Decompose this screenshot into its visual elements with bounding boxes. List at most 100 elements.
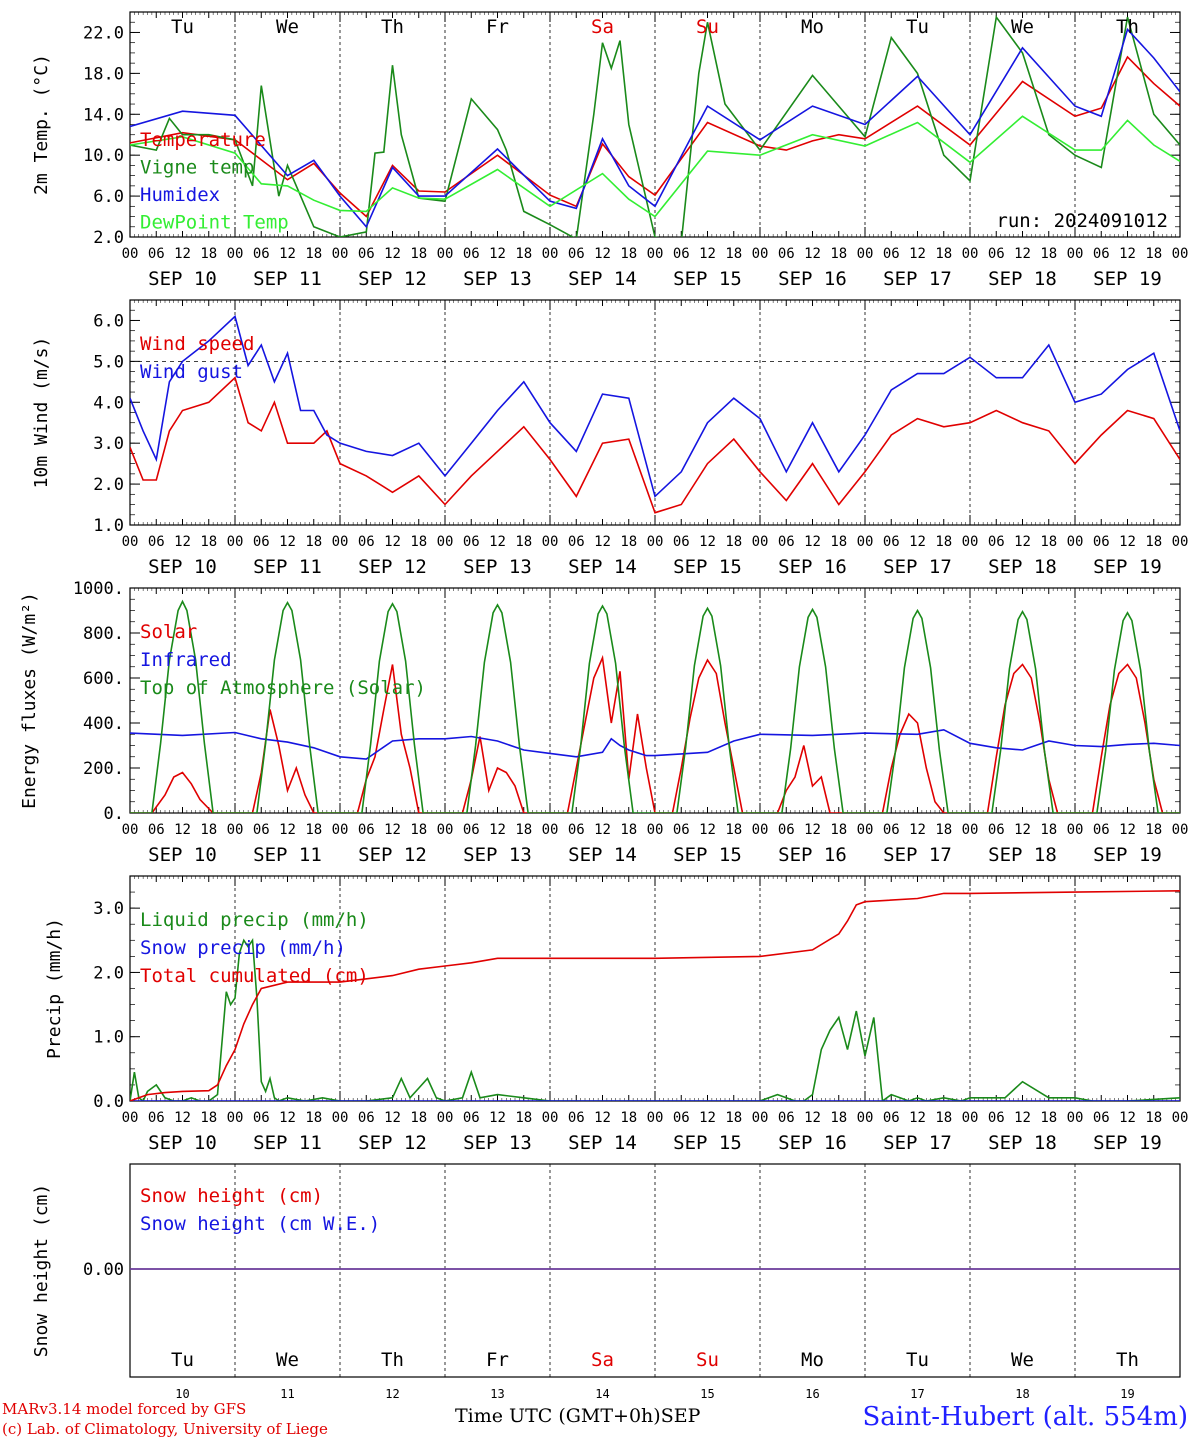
day-name-bottom: Tu xyxy=(906,1349,929,1371)
hour-label: 12 xyxy=(384,822,401,838)
legend-label: Vigne temp xyxy=(140,157,254,179)
date-label: SEP 14 xyxy=(568,1132,637,1154)
hour-label: 18 xyxy=(410,534,427,550)
legend-label: Snow precip (mm/h) xyxy=(140,937,346,959)
day-name-bottom: Fr xyxy=(486,1349,509,1371)
hour-label: 00 xyxy=(857,534,874,550)
hour-label: 00 xyxy=(332,246,349,262)
hour-label: 18 xyxy=(1145,1110,1162,1126)
date-label: SEP 17 xyxy=(883,844,952,866)
panel-frame xyxy=(129,11,1181,238)
hour-label: 18 xyxy=(830,822,847,838)
y-tick-label: 0.00 xyxy=(83,1260,124,1280)
hour-label: 06 xyxy=(358,534,375,550)
date-label: SEP 10 xyxy=(148,556,217,578)
hour-label: 18 xyxy=(620,1110,637,1126)
day-name-top: Fr xyxy=(486,16,509,38)
series-line xyxy=(130,314,1180,498)
hour-label: 00 xyxy=(1067,1110,1084,1126)
legend-label: Snow height (cm) xyxy=(140,1185,323,1207)
y-tick-label: 10.0 xyxy=(83,146,124,166)
hour-label: 00 xyxy=(857,822,874,838)
y-tick-label: 5.0 xyxy=(93,352,124,372)
date-label: SEP 18 xyxy=(988,1132,1057,1154)
hour-label: 06 xyxy=(358,246,375,262)
hour-label: 18 xyxy=(935,534,952,550)
hour-label: 00 xyxy=(437,822,454,838)
legend-label: DewPoint Temp xyxy=(140,212,289,234)
hour-label: 12 xyxy=(699,246,716,262)
date-label: SEP 12 xyxy=(358,1132,427,1154)
hour-label: 06 xyxy=(673,534,690,550)
y-tick-label: 0.0 xyxy=(93,1092,124,1112)
date-label: SEP 11 xyxy=(253,1132,322,1154)
hour-label: 00 xyxy=(542,534,559,550)
date-label: SEP 13 xyxy=(463,1132,532,1154)
hour-label: 00 xyxy=(962,822,979,838)
hour-label: 06 xyxy=(568,534,585,550)
hour-label: 00 xyxy=(1172,822,1189,838)
series-line xyxy=(130,15,1180,237)
hour-label: 06 xyxy=(778,1110,795,1126)
hour-label: 06 xyxy=(883,246,900,262)
y-tick-label: 1.0 xyxy=(93,1028,124,1048)
hour-label: 12 xyxy=(489,822,506,838)
day-name-top: Tu xyxy=(906,16,929,38)
date-label: SEP 13 xyxy=(463,556,532,578)
date-label: SEP 17 xyxy=(883,556,952,578)
panel-temperature: 2.0 6.0 10.0 14.0 18.0 22.0 2m Temp. (°C) Tempe… xyxy=(31,11,1189,290)
model-credit: MARv3.14 model forced by GFS xyxy=(2,1400,247,1418)
hour-label: 06 xyxy=(148,246,165,262)
run-label: run: 2024091012 xyxy=(996,210,1168,232)
panel-snow: 0.00 Snow height (cm) Snow height (cm) Snow… xyxy=(31,1163,1181,1378)
hour-label: 18 xyxy=(200,822,217,838)
hour-label: 00 xyxy=(437,246,454,262)
hour-label: 12 xyxy=(1119,822,1136,838)
hour-label: 18 xyxy=(305,246,322,262)
date-label: SEP 15 xyxy=(673,268,742,290)
day-name-top: Su xyxy=(696,16,719,38)
date-label: SEP 16 xyxy=(778,268,847,290)
hour-label: 18 xyxy=(935,246,952,262)
hour-label: 00 xyxy=(647,246,664,262)
day-name-top: Th xyxy=(381,16,404,38)
date-label: SEP 19 xyxy=(1093,844,1162,866)
day-number: 11 xyxy=(280,1387,294,1401)
y-tick-label: 4.0 xyxy=(93,393,124,413)
y-axis-label: 2m Temp. (°C) xyxy=(31,54,52,195)
hour-label: 06 xyxy=(778,534,795,550)
x-axis-title: Time UTC (GMT+0h)SEP xyxy=(455,1405,700,1427)
hour-label: 12 xyxy=(279,534,296,550)
hour-label: 12 xyxy=(804,246,821,262)
date-label: SEP 11 xyxy=(253,556,322,578)
hour-label: 06 xyxy=(988,822,1005,838)
hour-label: 06 xyxy=(673,822,690,838)
hour-label: 06 xyxy=(988,246,1005,262)
series-line xyxy=(130,376,1180,514)
hour-label: 18 xyxy=(305,534,322,550)
date-label: SEP 12 xyxy=(358,844,427,866)
hour-label: 00 xyxy=(1172,246,1189,262)
hour-label: 00 xyxy=(1067,246,1084,262)
hour-label: 00 xyxy=(1067,534,1084,550)
hour-label: 12 xyxy=(699,534,716,550)
date-label: SEP 19 xyxy=(1093,268,1162,290)
legend-label: Top of Atmosphere (Solar) xyxy=(140,677,426,699)
hour-label: 00 xyxy=(122,534,139,550)
hour-label: 06 xyxy=(463,822,480,838)
date-label: SEP 13 xyxy=(463,844,532,866)
hour-label: 06 xyxy=(148,534,165,550)
hour-label: 00 xyxy=(647,822,664,838)
legend-label: Infrared xyxy=(140,649,232,671)
hour-label: 00 xyxy=(332,1110,349,1126)
hour-label: 12 xyxy=(384,1110,401,1126)
date-label: SEP 17 xyxy=(883,268,952,290)
hour-label: 12 xyxy=(489,1110,506,1126)
hour-label: 06 xyxy=(463,1110,480,1126)
hour-label: 18 xyxy=(305,1110,322,1126)
hour-label: 06 xyxy=(673,246,690,262)
hour-label: 12 xyxy=(1119,1110,1136,1126)
hour-label: 18 xyxy=(935,822,952,838)
hour-label: 12 xyxy=(1014,1110,1031,1126)
hour-label: 12 xyxy=(1119,534,1136,550)
